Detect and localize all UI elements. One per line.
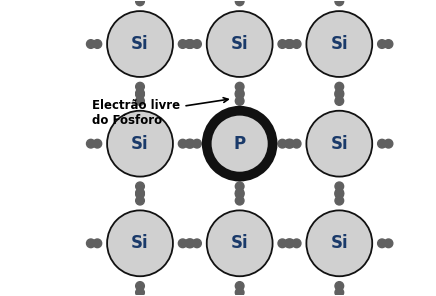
Circle shape — [286, 239, 294, 248]
Circle shape — [193, 139, 201, 148]
Text: Si: Si — [131, 35, 149, 53]
Circle shape — [235, 90, 244, 99]
Circle shape — [136, 89, 144, 97]
Circle shape — [378, 139, 386, 148]
Circle shape — [384, 40, 393, 48]
Circle shape — [193, 239, 201, 248]
Circle shape — [292, 40, 301, 48]
Circle shape — [136, 97, 144, 105]
Circle shape — [136, 182, 144, 191]
Circle shape — [107, 210, 173, 276]
Circle shape — [136, 196, 144, 205]
Text: Si: Si — [131, 135, 149, 153]
Circle shape — [307, 11, 372, 77]
Circle shape — [285, 239, 293, 248]
Circle shape — [136, 288, 144, 296]
Circle shape — [235, 196, 244, 205]
Circle shape — [93, 40, 102, 48]
Circle shape — [86, 40, 95, 48]
Text: Si: Si — [330, 135, 348, 153]
Circle shape — [384, 239, 393, 248]
Circle shape — [235, 190, 244, 199]
Circle shape — [335, 282, 344, 290]
Circle shape — [278, 239, 287, 248]
Circle shape — [285, 40, 293, 48]
Text: Si: Si — [330, 234, 348, 252]
Circle shape — [193, 40, 201, 48]
Circle shape — [186, 139, 195, 148]
Circle shape — [384, 139, 393, 148]
Circle shape — [107, 11, 173, 77]
Circle shape — [186, 239, 195, 248]
Circle shape — [335, 288, 344, 296]
Text: Si: Si — [231, 35, 249, 53]
Circle shape — [178, 40, 187, 48]
Circle shape — [93, 239, 102, 248]
Circle shape — [378, 239, 386, 248]
Circle shape — [235, 89, 244, 97]
Circle shape — [136, 282, 144, 290]
Circle shape — [136, 0, 144, 6]
Circle shape — [235, 82, 244, 91]
Circle shape — [286, 40, 294, 48]
Circle shape — [378, 40, 386, 48]
Circle shape — [235, 182, 244, 191]
Text: Electrão livre
do Fósforo: Electrão livre do Fósforo — [92, 98, 228, 127]
Circle shape — [335, 190, 344, 199]
Circle shape — [235, 288, 244, 296]
Circle shape — [335, 182, 344, 191]
Circle shape — [335, 89, 344, 97]
Circle shape — [278, 40, 287, 48]
Circle shape — [335, 196, 344, 205]
Circle shape — [178, 139, 187, 148]
Circle shape — [136, 190, 144, 199]
Circle shape — [136, 82, 144, 91]
Circle shape — [86, 239, 95, 248]
Circle shape — [178, 239, 187, 248]
Text: P: P — [234, 135, 246, 153]
Circle shape — [185, 239, 194, 248]
Text: Si: Si — [330, 35, 348, 53]
Circle shape — [136, 90, 144, 99]
Circle shape — [335, 82, 344, 91]
Circle shape — [335, 97, 344, 105]
Circle shape — [286, 139, 294, 148]
Circle shape — [185, 40, 194, 48]
Circle shape — [292, 139, 301, 148]
Circle shape — [185, 139, 194, 148]
Text: Si: Si — [231, 234, 249, 252]
Circle shape — [335, 189, 344, 197]
Text: Si: Si — [131, 234, 149, 252]
Circle shape — [107, 111, 173, 177]
Circle shape — [186, 40, 195, 48]
Circle shape — [307, 210, 372, 276]
Circle shape — [86, 139, 95, 148]
Circle shape — [235, 189, 244, 197]
Circle shape — [292, 239, 301, 248]
Circle shape — [335, 0, 344, 6]
Circle shape — [207, 111, 272, 177]
Circle shape — [278, 139, 287, 148]
Circle shape — [307, 111, 372, 177]
Circle shape — [335, 90, 344, 99]
Circle shape — [136, 189, 144, 197]
Circle shape — [235, 0, 244, 6]
Circle shape — [93, 139, 102, 148]
Circle shape — [235, 97, 244, 105]
Circle shape — [285, 139, 293, 148]
Circle shape — [207, 210, 272, 276]
Circle shape — [207, 11, 272, 77]
Circle shape — [235, 282, 244, 290]
